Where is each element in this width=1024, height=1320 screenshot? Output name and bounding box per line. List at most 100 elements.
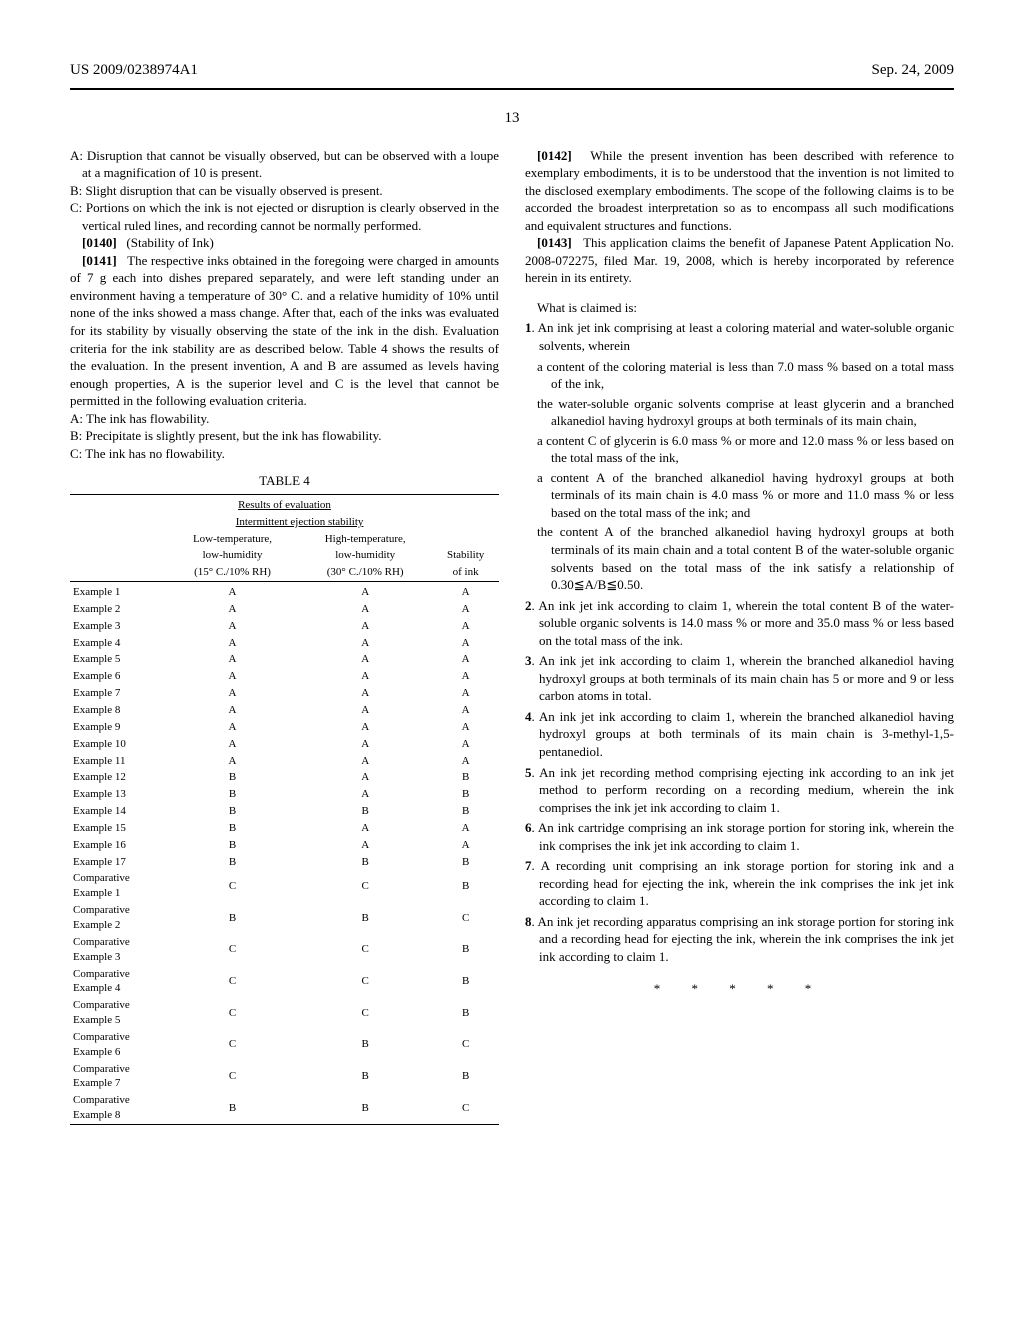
table-row-name: Example 7 <box>70 685 167 702</box>
table-cell-c2: A <box>298 769 432 786</box>
table-cell-c3: B <box>432 966 499 998</box>
col1-h2: low-humidity <box>167 547 298 564</box>
table-row: ComparativeExample 8BBC <box>70 1092 499 1124</box>
table-cell-c1: A <box>167 702 298 719</box>
table-row: ComparativeExample 4CCB <box>70 966 499 998</box>
claim-1-sub1: a content of the coloring material is le… <box>525 358 954 393</box>
para-0142: [0142] While the present invention has b… <box>525 147 954 235</box>
table-cell-c1: C <box>167 997 298 1029</box>
grade-c-text: C: Portions on which the ink is not ejec… <box>70 199 499 234</box>
table4-title: TABLE 4 <box>70 472 499 490</box>
col3-h1: Stability <box>432 547 499 564</box>
table-cell-c3: A <box>432 584 499 601</box>
table-row: Example 4AAA <box>70 635 499 652</box>
table-cell-c2: A <box>298 685 432 702</box>
table-row-name: ComparativeExample 3 <box>70 934 167 966</box>
col2-h1: High-temperature, <box>298 531 432 548</box>
table-row: Example 14BBB <box>70 803 499 820</box>
table-row: Example 6AAA <box>70 668 499 685</box>
table-row-name: Example 11 <box>70 753 167 770</box>
table-cell-c2: C <box>298 870 432 902</box>
table-cell-c1: A <box>167 719 298 736</box>
header-pub-number: US 2009/0238974A1 <box>70 60 198 80</box>
table-cell-c1: A <box>167 584 298 601</box>
results-table: Results of evaluation Intermittent eject… <box>70 494 499 1127</box>
table-cell-c1: B <box>167 803 298 820</box>
table-cell-c3: B <box>432 786 499 803</box>
table-cell-c2: A <box>298 719 432 736</box>
table-cell-c3: A <box>432 837 499 854</box>
table-row: Example 2AAA <box>70 601 499 618</box>
para-0143-text: This application claims the benefit of J… <box>525 235 954 285</box>
table-row: Example 17BBB <box>70 854 499 871</box>
claim-6: 6. An ink cartridge comprising an ink st… <box>525 819 954 854</box>
table-cell-c3: C <box>432 902 499 934</box>
table-row: Example 7AAA <box>70 685 499 702</box>
table-row-name: Example 3 <box>70 618 167 635</box>
table-row: Example 12BAB <box>70 769 499 786</box>
table-cell-c2: B <box>298 803 432 820</box>
left-column: A: Disruption that cannot be visually ob… <box>70 147 499 1127</box>
table-cell-c3: B <box>432 1061 499 1093</box>
claim-3-text: . An ink jet ink according to claim 1, w… <box>532 653 955 703</box>
para-0141: [0141] The respective inks obtained in t… <box>70 252 499 410</box>
table-cell-c1: B <box>167 902 298 934</box>
para-0140: [0140] (Stability of Ink) <box>70 234 499 252</box>
table-cell-c3: B <box>432 854 499 871</box>
table-row-name: Example 1 <box>70 584 167 601</box>
table-row: Example 5AAA <box>70 651 499 668</box>
table-row-name: ComparativeExample 1 <box>70 870 167 902</box>
table-cell-c3: B <box>432 803 499 820</box>
table-row: Example 8AAA <box>70 702 499 719</box>
table-cell-c2: A <box>298 584 432 601</box>
table-cell-c1: A <box>167 635 298 652</box>
table-row: ComparativeExample 1CCB <box>70 870 499 902</box>
table-row-name: Example 8 <box>70 702 167 719</box>
table-cell-c1: C <box>167 1061 298 1093</box>
table-row-name: Example 6 <box>70 668 167 685</box>
claim-2: 2. An ink jet ink according to claim 1, … <box>525 597 954 650</box>
table-cell-c3: B <box>432 997 499 1029</box>
claim-8: 8. An ink jet recording apparatus compri… <box>525 913 954 966</box>
para-0142-text: While the present invention has been des… <box>525 148 954 233</box>
table-cell-c1: B <box>167 769 298 786</box>
table-cell-c3: A <box>432 736 499 753</box>
table-cell-c2: B <box>298 1029 432 1061</box>
table-subcaption: Intermittent ejection stability <box>236 516 364 528</box>
table-cell-c2: C <box>298 966 432 998</box>
table-cell-c3: C <box>432 1029 499 1061</box>
table-row-name: Example 17 <box>70 854 167 871</box>
table-row-name: Example 13 <box>70 786 167 803</box>
table-row-name: Example 16 <box>70 837 167 854</box>
claim-4-text: . An ink jet ink according to claim 1, w… <box>532 709 955 759</box>
table-row-name: ComparativeExample 2 <box>70 902 167 934</box>
claim-1-sub5: the content A of the branched alkanediol… <box>525 523 954 593</box>
table-row-name: Example 5 <box>70 651 167 668</box>
table-cell-c3: A <box>432 618 499 635</box>
table-row: Example 9AAA <box>70 719 499 736</box>
claim-1-sub2: the water-soluble organic solvents compr… <box>525 395 954 430</box>
table-cell-c1: B <box>167 1092 298 1124</box>
table-cell-c2: A <box>298 837 432 854</box>
table-cell-c1: B <box>167 837 298 854</box>
table-cell-c3: C <box>432 1092 499 1124</box>
table-cell-c2: B <box>298 902 432 934</box>
claim-2-text: . An ink jet ink according to claim 1, w… <box>532 598 955 648</box>
table-cell-c2: A <box>298 651 432 668</box>
table-cell-c3: A <box>432 702 499 719</box>
table-cell-c2: A <box>298 702 432 719</box>
table-cell-c1: A <box>167 753 298 770</box>
table-row: Example 15BAA <box>70 820 499 837</box>
para-0140-title: (Stability of Ink) <box>126 235 213 250</box>
table-row-name: Example 2 <box>70 601 167 618</box>
stability-b: B: Precipitate is slightly present, but … <box>70 427 499 445</box>
table-row: Example 11AAA <box>70 753 499 770</box>
table-row: Example 16BAA <box>70 837 499 854</box>
table-cell-c1: A <box>167 736 298 753</box>
table-cell-c2: B <box>298 1061 432 1093</box>
para-0141-label: [0141] <box>82 253 117 268</box>
table-row-name: Example 9 <box>70 719 167 736</box>
claim-6-text: . An ink cartridge comprising an ink sto… <box>532 820 955 853</box>
stability-a: A: The ink has flowability. <box>70 410 499 428</box>
claim-8-text: . An ink jet recording apparatus compris… <box>532 914 955 964</box>
